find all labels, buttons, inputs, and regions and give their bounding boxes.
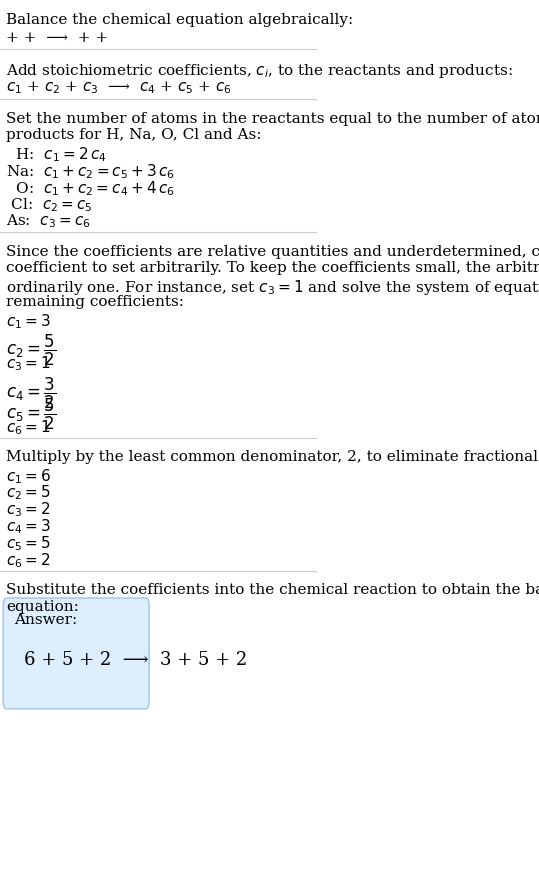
Text: Since the coefficients are relative quantities and underdetermined, choose a: Since the coefficients are relative quan…: [6, 245, 539, 259]
Text: $c_2 = 5$: $c_2 = 5$: [6, 484, 51, 502]
Text: Multiply by the least common denominator, 2, to eliminate fractional coefficient: Multiply by the least common denominator…: [6, 450, 539, 464]
Text: $c_3 = 2$: $c_3 = 2$: [6, 501, 51, 519]
Text: H:  $c_1 = 2\,c_4$: H: $c_1 = 2\,c_4$: [6, 145, 107, 164]
Text: Substitute the coefficients into the chemical reaction to obtain the balanced: Substitute the coefficients into the che…: [6, 583, 539, 597]
Text: $c_6 = 2$: $c_6 = 2$: [6, 551, 51, 570]
Text: Answer:: Answer:: [14, 613, 78, 627]
Text: ordinarily one. For instance, set $c_3 = 1$ and solve the system of equations fo: ordinarily one. For instance, set $c_3 =…: [6, 278, 539, 297]
Text: Balance the chemical equation algebraically:: Balance the chemical equation algebraica…: [6, 13, 354, 27]
Text: As:  $c_3 = c_6$: As: $c_3 = c_6$: [6, 213, 91, 230]
Text: Cl:  $c_2 = c_5$: Cl: $c_2 = c_5$: [6, 196, 93, 214]
Text: Na:  $c_1 + c_2 = c_5 + 3\,c_6$: Na: $c_1 + c_2 = c_5 + 3\,c_6$: [6, 162, 175, 181]
Text: $c_3 = 1$: $c_3 = 1$: [6, 354, 51, 373]
Text: $c_1$ + $c_2$ + $c_3$  ⟶  $c_4$ + $c_5$ + $c_6$: $c_1$ + $c_2$ + $c_3$ ⟶ $c_4$ + $c_5$ + …: [6, 80, 232, 97]
Text: remaining coefficients:: remaining coefficients:: [6, 295, 184, 309]
Text: $c_6 = 1$: $c_6 = 1$: [6, 418, 51, 437]
Text: $c_5 = \dfrac{5}{2}$: $c_5 = \dfrac{5}{2}$: [6, 397, 57, 432]
Text: Add stoichiometric coefficients, $c_i$, to the reactants and products:: Add stoichiometric coefficients, $c_i$, …: [6, 62, 513, 80]
Text: $c_1 = 6$: $c_1 = 6$: [6, 467, 51, 486]
Text: O:  $c_1 + c_2 = c_4 + 4\,c_6$: O: $c_1 + c_2 = c_4 + 4\,c_6$: [6, 179, 175, 198]
Text: equation:: equation:: [6, 600, 79, 614]
Text: $c_4 = \dfrac{3}{2}$: $c_4 = \dfrac{3}{2}$: [6, 376, 57, 411]
Text: + +  ⟶  + +: + + ⟶ + +: [6, 31, 108, 45]
Text: $c_2 = \dfrac{5}{2}$: $c_2 = \dfrac{5}{2}$: [6, 333, 57, 369]
FancyBboxPatch shape: [3, 598, 149, 709]
Text: 6 + 5 + 2  ⟶  3 + 5 + 2: 6 + 5 + 2 ⟶ 3 + 5 + 2: [24, 651, 247, 669]
Text: Set the number of atoms in the reactants equal to the number of atoms in the: Set the number of atoms in the reactants…: [6, 112, 539, 126]
Text: $c_4 = 3$: $c_4 = 3$: [6, 517, 51, 536]
Text: coefficient to set arbitrarily. To keep the coefficients small, the arbitrary va: coefficient to set arbitrarily. To keep …: [6, 261, 539, 276]
Text: $c_1 = 3$: $c_1 = 3$: [6, 312, 51, 330]
Text: $c_5 = 5$: $c_5 = 5$: [6, 534, 51, 553]
Text: products for H, Na, O, Cl and As:: products for H, Na, O, Cl and As:: [6, 128, 262, 143]
